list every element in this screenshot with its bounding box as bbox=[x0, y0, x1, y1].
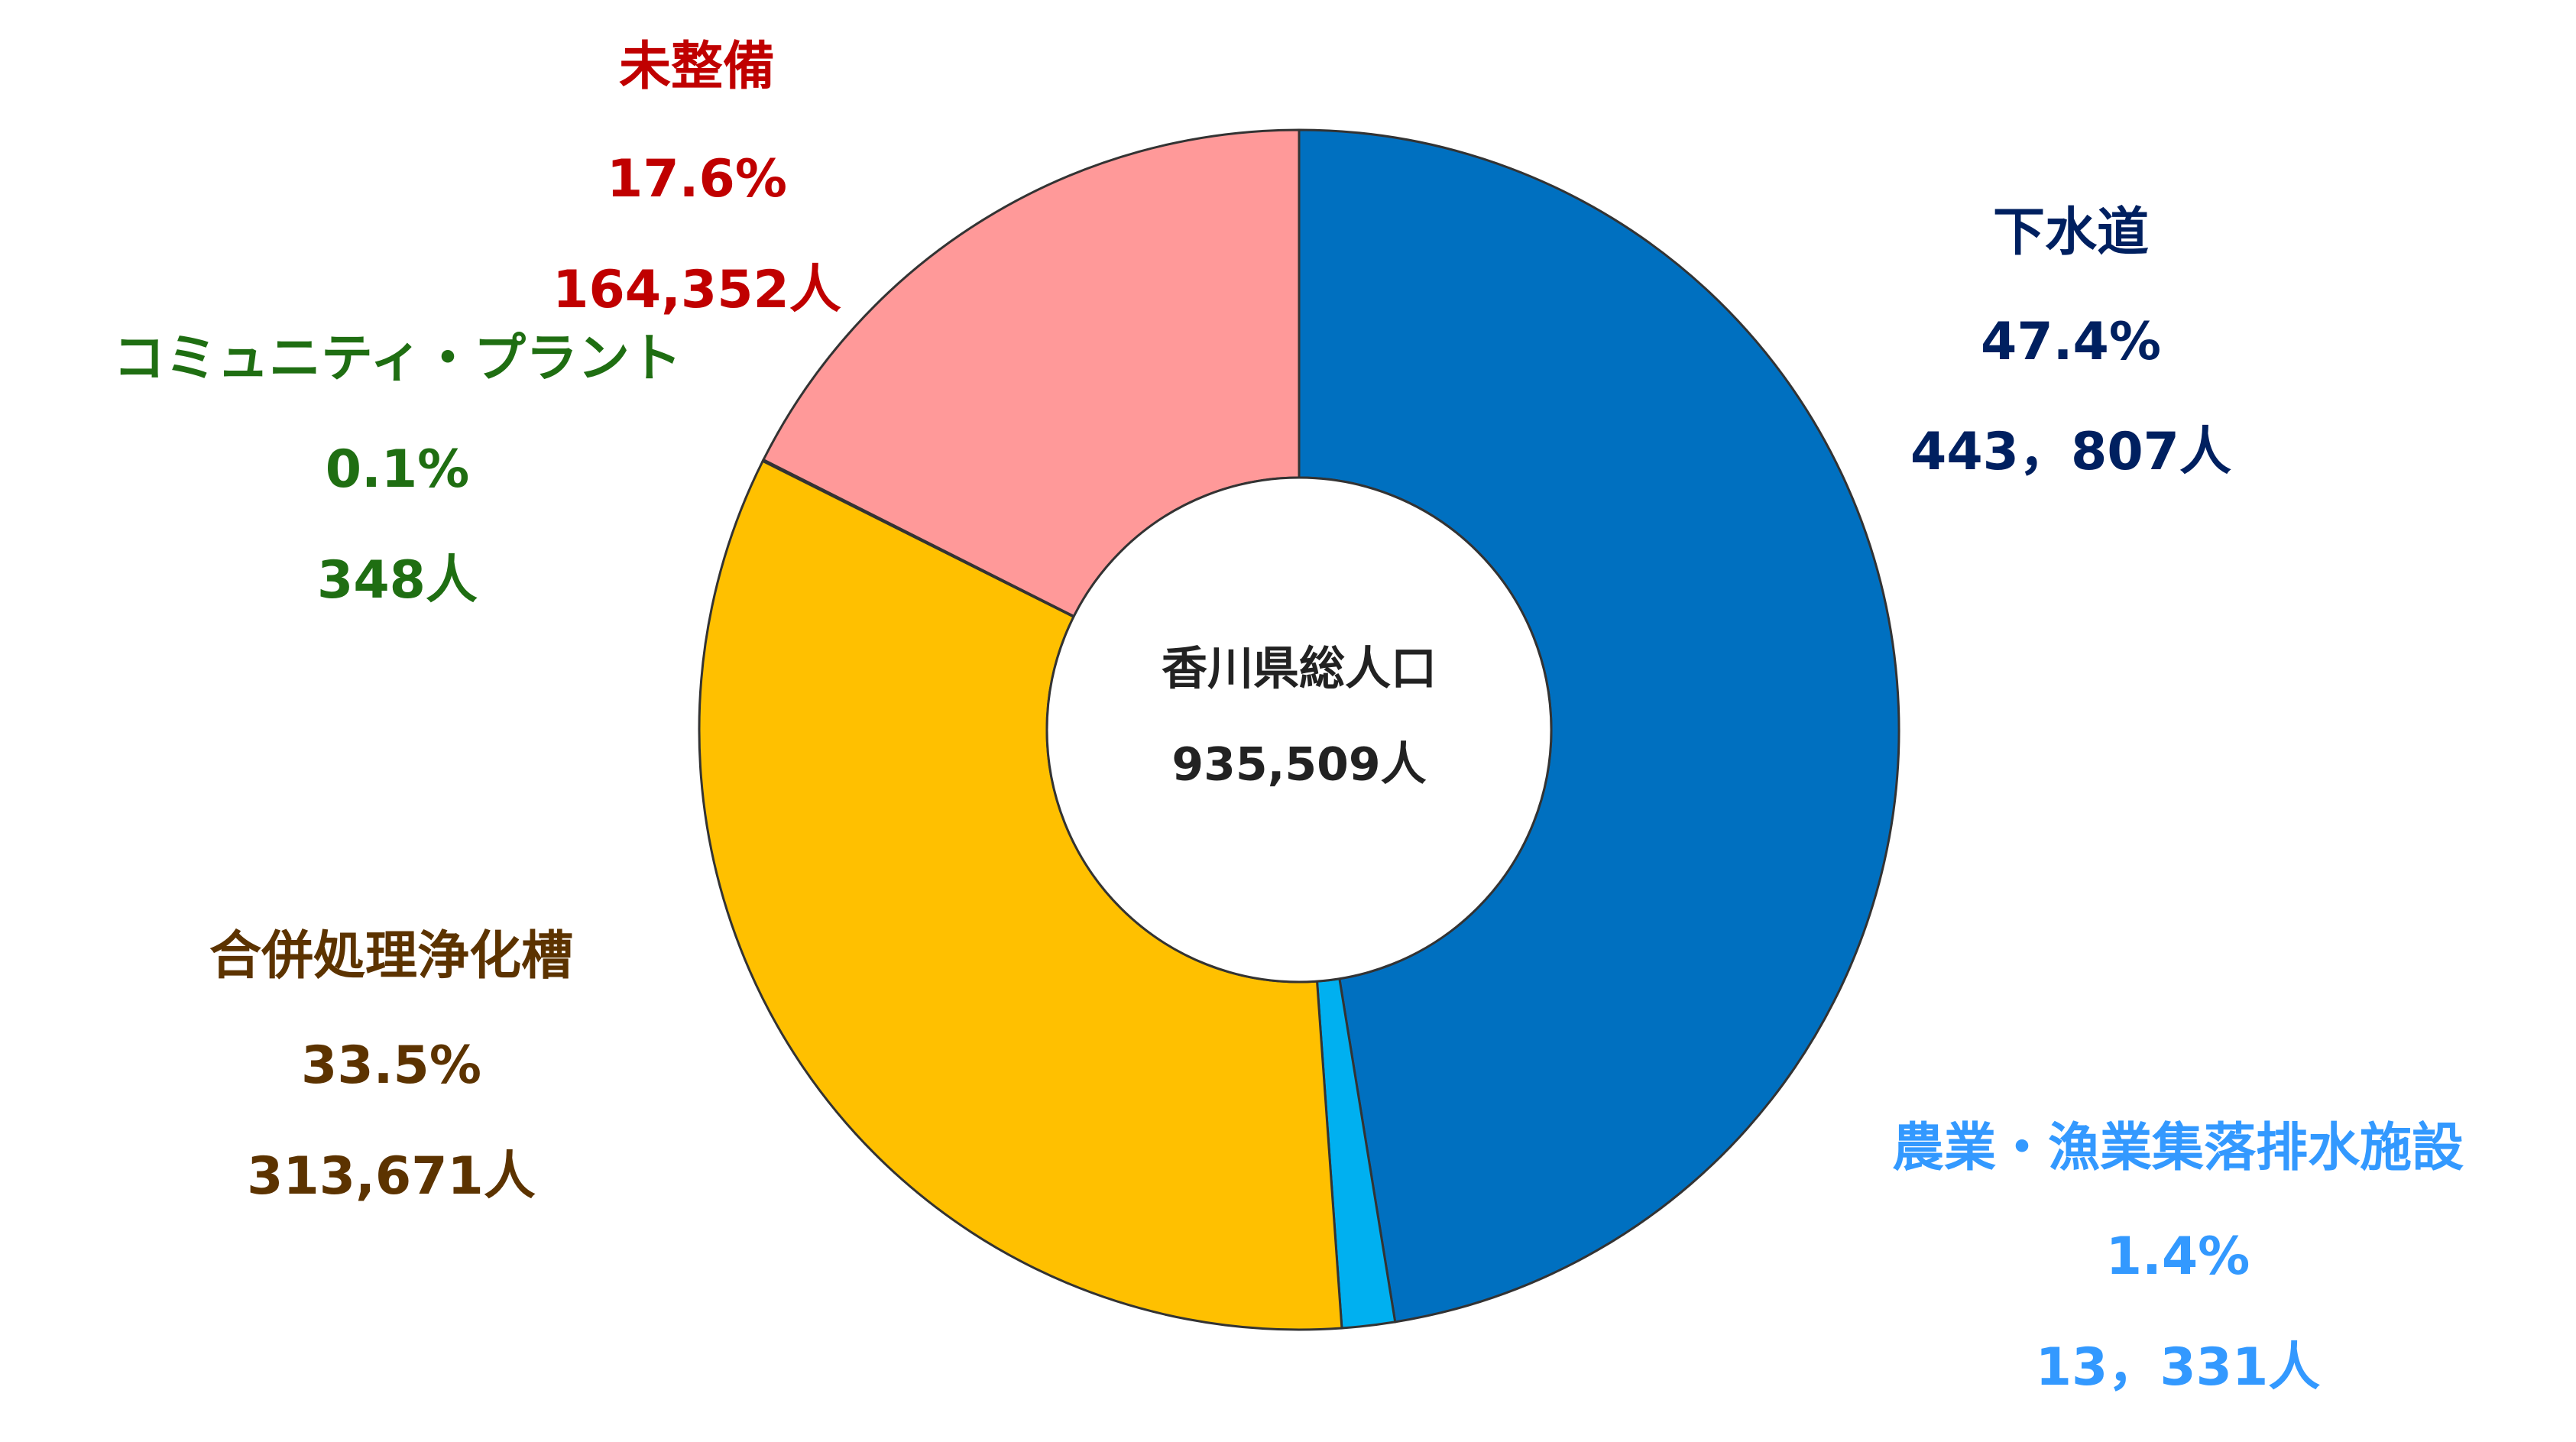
label-unserved-count: 164,352人 bbox=[552, 260, 841, 320]
label-rural-count: 13，331人 bbox=[2035, 1337, 2321, 1398]
label-septic-percent: 33.5% bbox=[301, 1035, 481, 1096]
label-community-name: コミュニティ・プラント bbox=[113, 329, 682, 389]
label-community-count: 348人 bbox=[317, 550, 478, 611]
center-title: 香川県総人口 bbox=[1162, 642, 1437, 696]
label-sewer-name: 下水道 bbox=[1992, 203, 2150, 263]
donut-hole bbox=[1045, 476, 1553, 983]
label-unserved-percent: 17.6% bbox=[607, 149, 787, 209]
label-sewer-count: 443，807人 bbox=[1910, 422, 2231, 482]
label-septic-count: 313,671人 bbox=[247, 1146, 536, 1207]
label-sewer-percent: 47.4% bbox=[1981, 312, 2161, 372]
label-rural-percent: 1.4% bbox=[2105, 1227, 2250, 1287]
center-total: 935,509人 bbox=[1171, 737, 1427, 792]
label-rural-name: 農業・漁業集落排水施設 bbox=[1891, 1118, 2464, 1178]
label-community-percent: 0.1% bbox=[325, 439, 470, 500]
label-septic-name: 合併処理浄化槽 bbox=[209, 926, 574, 987]
label-unserved-name: 未整備 bbox=[618, 37, 776, 97]
